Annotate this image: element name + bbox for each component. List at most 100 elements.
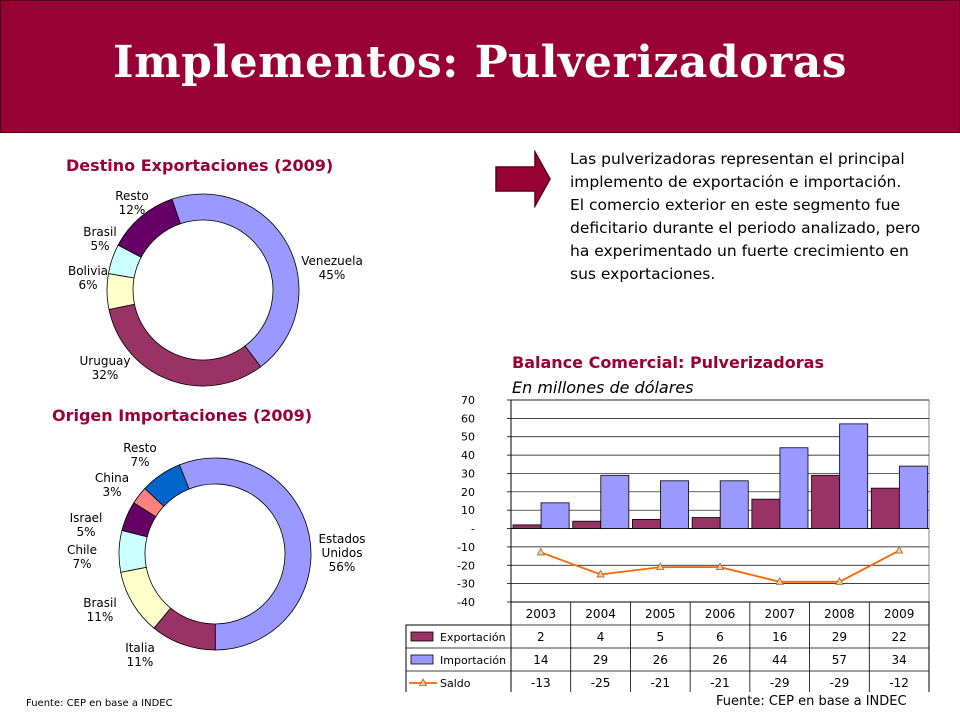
y-tick-label: 20 — [461, 486, 475, 499]
slice-label-china: China 3% — [95, 471, 129, 499]
import-donut-title: Origen Importaciones (2009) — [52, 406, 313, 425]
y-tick-label: - — [471, 523, 475, 536]
y-tick-label: 30 — [461, 467, 475, 480]
point-saldo-2007 — [775, 576, 784, 585]
point-saldo-2004 — [596, 569, 605, 578]
source-note-right: Fuente: CEP en base a INDEC — [716, 694, 907, 709]
table-cell-exportaci-n-2007: 16 — [772, 630, 787, 644]
slice-label-italia: Italia 11% — [125, 641, 155, 669]
category-label-2003: 2003 — [526, 607, 557, 621]
description-paragraph-1: Las pulverizadoras representan el princi… — [570, 150, 905, 191]
bar-exportacion-2009 — [870, 487, 900, 529]
table-cell-exportaci-n-2003: 2 — [537, 630, 545, 644]
y-tick-label: -20 — [457, 559, 475, 572]
slice-label-estados-unidos: Estados Unidos 56% — [318, 532, 365, 574]
point-saldo-2009 — [894, 545, 904, 554]
category-label-2005: 2005 — [645, 607, 676, 621]
bar-exportacion-2007 — [751, 498, 781, 529]
category-label-2004: 2004 — [585, 607, 616, 621]
table-cell-importaci-n-2003: 14 — [533, 653, 548, 667]
slice-bolivia — [106, 273, 135, 310]
slice-label-israel: Israel 5% — [70, 511, 103, 539]
y-tick-label: 10 — [461, 504, 475, 517]
bar-importacion-2004 — [600, 474, 630, 529]
point-saldo-2003 — [536, 547, 546, 556]
y-tick-label: -30 — [457, 578, 475, 591]
slice-resto — [117, 198, 181, 258]
table-cell-importaci-n-2008: 57 — [832, 653, 847, 667]
point-saldo-2006 — [715, 562, 725, 571]
table-cell-saldo-2007: -29 — [770, 676, 790, 690]
slice-uruguay — [108, 303, 262, 387]
legend-key-importaci-n — [410, 654, 434, 665]
table-cell-importaci-n-2006: 26 — [712, 653, 727, 667]
category-label-2007: 2007 — [764, 607, 795, 621]
slice-label-bolivia: Bolivia 6% — [68, 264, 108, 292]
export-donut-title: Destino Exportaciones (2009) — [66, 156, 334, 175]
bar-importacion-2009 — [898, 465, 928, 529]
table-cell-importaci-n-2004: 29 — [593, 653, 608, 667]
bar-exportacion-2004 — [572, 520, 602, 529]
import-donut-chart: Estados Unidos 56% Italia 11% Brasil 11% Chile 7… — [67, 441, 366, 669]
bar-exportacion-2008 — [811, 474, 841, 529]
category-label-2008: 2008 — [824, 607, 855, 621]
slice-resto — [144, 464, 190, 507]
slice-estados-unidos — [178, 457, 312, 651]
table-cell-saldo-2009: -12 — [889, 676, 909, 690]
legend-label-importaci-n: Importación — [440, 654, 506, 667]
slice-label-brasil: Brasil 11% — [83, 596, 116, 624]
bar-importacion-2007 — [779, 447, 809, 529]
slice-label-brasil: Brasil 5% — [83, 225, 116, 253]
slice-label-uruguay: Uruguay 32% — [80, 354, 131, 382]
bar-exportacion-2003 — [512, 524, 542, 529]
description-paragraph-2: El comercio exterior en este segmento fu… — [570, 196, 921, 283]
balance-chart-subtitle: En millones de dólares — [512, 378, 694, 397]
table-cell-exportaci-n-2004: 4 — [597, 630, 605, 644]
bar-importacion-2008 — [839, 423, 869, 529]
table-cell-saldo-2005: -21 — [650, 676, 670, 690]
y-tick-label: 70 — [461, 394, 475, 407]
y-tick-label: 60 — [461, 412, 475, 425]
point-saldo-2008 — [835, 576, 844, 585]
legend-label-saldo: Saldo — [440, 677, 471, 690]
bar-exportacion-2005 — [632, 518, 661, 529]
legend-key-exportaci-n — [410, 631, 434, 642]
slice-chile — [118, 529, 148, 573]
bar-importacion-2006 — [719, 480, 749, 529]
slice-label-resto: Resto 12% — [115, 189, 148, 217]
bar-importacion-2005 — [660, 480, 689, 529]
legend-label-exportaci-n: Exportación — [440, 631, 506, 644]
slice-label-venezuela: Venezuela 45% — [301, 254, 363, 282]
table-cell-exportaci-n-2006: 6 — [716, 630, 724, 644]
y-tick-label: 50 — [461, 431, 475, 444]
table-cell-saldo-2003: -13 — [531, 676, 551, 690]
y-tick-label: 40 — [461, 449, 475, 462]
table-cell-exportaci-n-2009: 22 — [892, 630, 907, 644]
table-cell-importaci-n-2005: 26 — [653, 653, 668, 667]
table-cell-saldo-2004: -25 — [591, 676, 611, 690]
y-tick-label: -40 — [457, 596, 475, 609]
table-cell-saldo-2008: -29 — [830, 676, 850, 690]
legend-key-saldo-marker — [418, 678, 428, 686]
bar-exportacion-2006 — [691, 517, 721, 529]
table-cell-exportaci-n-2005: 5 — [656, 630, 664, 644]
slice-label-resto: Resto 7% — [123, 441, 156, 469]
table-cell-importaci-n-2007: 44 — [772, 653, 787, 667]
data-table-legend-frame — [405, 624, 512, 692]
slice-venezuela — [171, 193, 300, 368]
table-cell-importaci-n-2009: 34 — [892, 653, 907, 667]
slice-label-chile: Chile 7% — [67, 543, 97, 571]
bar-importacion-2003 — [540, 502, 570, 529]
category-label-2009: 2009 — [884, 607, 915, 621]
arrow-bullet-icon — [495, 150, 551, 208]
table-cell-exportaci-n-2008: 29 — [832, 630, 847, 644]
point-saldo-2005 — [656, 562, 665, 571]
source-note-left: Fuente: CEP en base a INDEC — [26, 698, 173, 709]
export-donut-chart: Venezuela 45% Uruguay 32% Bolivia 6% Brasil 5% R… — [68, 189, 363, 387]
y-tick-label: -10 — [457, 541, 475, 554]
table-cell-saldo-2006: -21 — [710, 676, 730, 690]
description-text: Las pulverizadoras representan el princi… — [570, 148, 930, 286]
page-title: Implementos: Pulverizadoras — [113, 37, 847, 88]
category-label-2006: 2006 — [705, 607, 736, 621]
